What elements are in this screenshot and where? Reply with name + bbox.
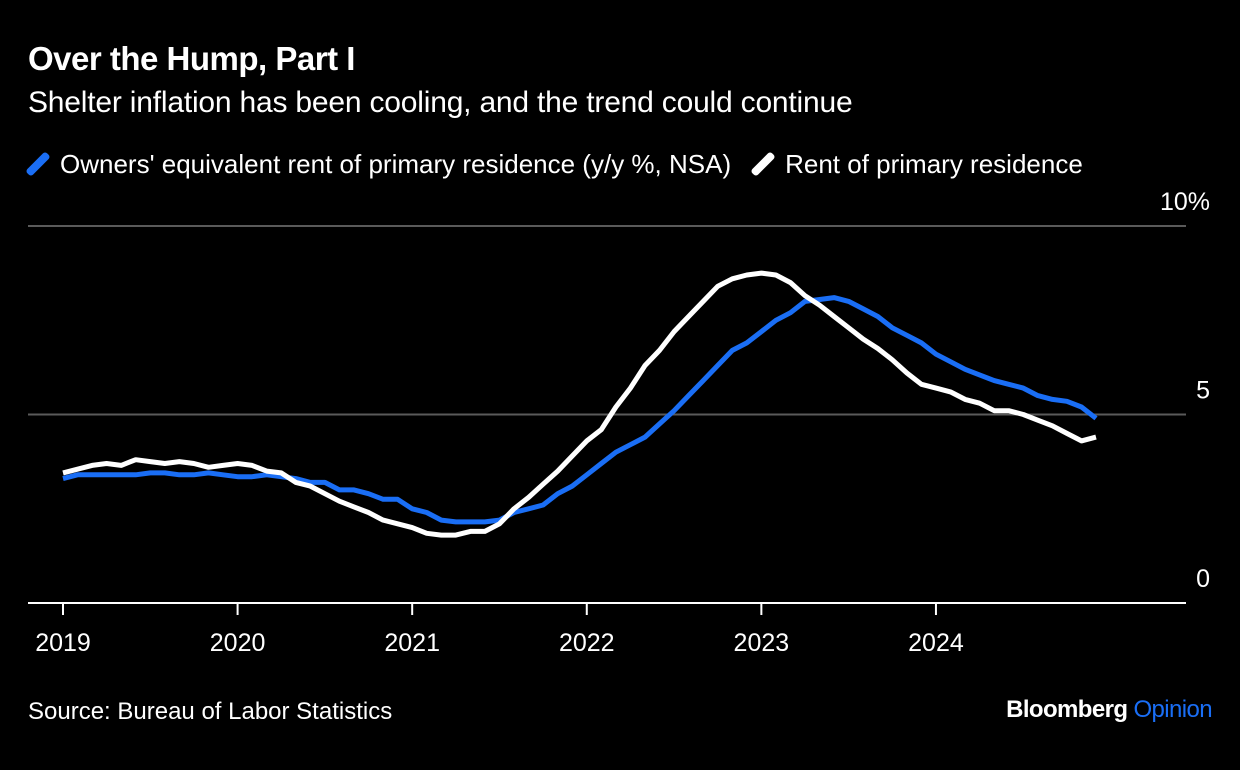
legend: Owners' equivalent rent of primary resid…: [25, 146, 1105, 182]
tick-labels: 0 5 10% 2019 2020 2021 2022 2023 2024: [35, 188, 1210, 657]
chart-subtitle: Shelter inflation has been cooling, and …: [28, 86, 853, 119]
y-tick-label-1: 5: [1196, 377, 1210, 405]
series-lines: [62, 270, 1098, 538]
series-line-oer: [62, 295, 1098, 525]
x-tick-label-1: 2020: [210, 629, 266, 657]
x-tick-label-4: 2023: [734, 629, 790, 657]
x-tick-label-0: 2019: [35, 629, 91, 657]
brand-logo: Bloomberg Opinion: [1006, 696, 1212, 724]
legend-item-rent: Rent of primary residence: [750, 148, 1083, 180]
source-note: Source: Bureau of Labor Statistics: [28, 698, 393, 725]
y-tick-label-2: 10%: [1160, 188, 1210, 216]
brand-name: Bloomberg: [1006, 696, 1128, 723]
x-tick-label-5: 2024: [908, 629, 964, 657]
y-tick-label-0: 0: [1196, 565, 1210, 593]
x-tick-label-3: 2022: [559, 629, 615, 657]
legend-item-oer: Owners' equivalent rent of primary resid…: [25, 148, 732, 180]
chart-title: Over the Hump, Part I: [28, 40, 355, 77]
series-line-rent: [62, 270, 1097, 538]
x-axis: [28, 602, 1186, 615]
brand-section: Opinion: [1133, 696, 1212, 723]
legend-label-rent: Rent of primary residence: [785, 148, 1083, 179]
x-tick-label-2: 2021: [384, 629, 440, 657]
gridlines: [28, 225, 1186, 416]
legend-label-oer: Owners' equivalent rent of primary resid…: [60, 148, 732, 179]
